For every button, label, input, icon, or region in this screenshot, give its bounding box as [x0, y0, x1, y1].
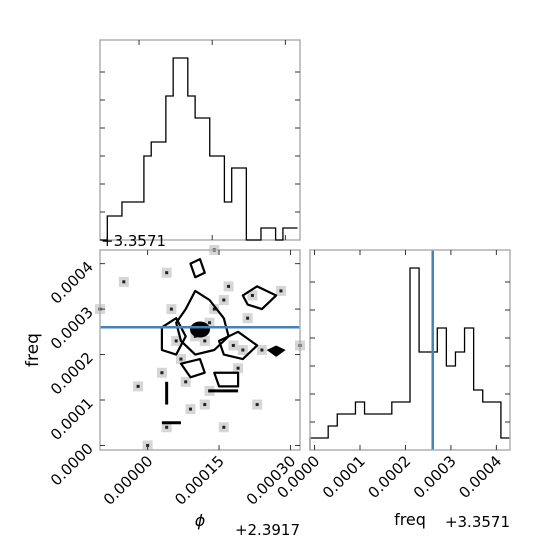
freq-tick-label: 0.0001: [47, 394, 97, 444]
phi-histogram-offset-label: +3.3571: [101, 232, 166, 250]
sample-point: [169, 307, 173, 311]
freq-axis-offset-label: +3.3571: [445, 513, 510, 531]
sample-point: [231, 343, 235, 347]
sample-point: [222, 298, 226, 302]
contour-level-line: [189, 257, 206, 279]
contour-level-line: [160, 317, 187, 356]
secondary-density-peak: [266, 345, 286, 357]
phi-tick-label: 0.00000: [100, 452, 157, 509]
contour-level-line: [179, 357, 206, 379]
sample-point: [203, 339, 207, 343]
sample-point: [136, 384, 140, 388]
sample-point: [227, 284, 231, 288]
phi-freq-contour-panel: 0.00000 0.00015 0.000300.00000.00010.00020…: [47, 245, 305, 509]
contour-level-line: [217, 330, 259, 361]
contour-level-line: [213, 371, 240, 388]
sample-point: [212, 307, 216, 311]
freq-tick-label: 0.0002: [47, 349, 97, 399]
freq-marginal-tick-label: 0.0001: [319, 452, 369, 502]
phi-marginal-panel: [99, 39, 301, 241]
sample-point: [208, 321, 212, 325]
freq-axis-label: freq: [23, 333, 43, 367]
freq-histogram-line: [309, 267, 510, 450]
sample-point: [203, 403, 207, 407]
sample-point: [165, 425, 169, 429]
sample-point: [250, 293, 254, 297]
sample-point: [179, 357, 183, 361]
freq-marginal-tick-label: 0.0002: [364, 452, 414, 502]
sample-point: [165, 271, 169, 275]
sample-point: [241, 348, 245, 352]
phi-axis-label: ϕ: [195, 511, 206, 530]
phi-axis-offset-label: +2.3917: [235, 521, 300, 539]
sample-point: [222, 425, 226, 429]
freq-tick-label: 0.0003: [47, 303, 97, 353]
phi-marginal-frame: [99, 39, 301, 241]
sample-point: [174, 339, 178, 343]
density-peak-core: [190, 321, 210, 338]
sample-point: [279, 289, 283, 293]
sample-point: [122, 280, 126, 284]
phi-tick-label: 0.00015: [171, 452, 228, 509]
freq-marginal-frame: [309, 249, 511, 451]
sample-point: [236, 366, 240, 370]
freq-marginal-tick-label: 0.0004: [455, 452, 505, 502]
sample-point: [260, 348, 264, 352]
sample-point: [188, 407, 192, 411]
sample-point: [160, 371, 164, 375]
sample-point: [255, 403, 259, 407]
contour-level-line: [175, 289, 230, 356]
freq-axis-label-bottom: freq: [394, 510, 426, 529]
sample-point: [184, 380, 188, 384]
phi-histogram-line: [100, 57, 298, 241]
freq-tick-label: 0.0000: [47, 440, 97, 490]
sample-point: [246, 316, 250, 320]
freq-marginal-tick-label: 0.0003: [410, 452, 460, 502]
contour-level-line: [241, 285, 278, 311]
contour-panel-frame: [99, 249, 301, 451]
freq-tick-label: 0.0004: [47, 258, 97, 308]
